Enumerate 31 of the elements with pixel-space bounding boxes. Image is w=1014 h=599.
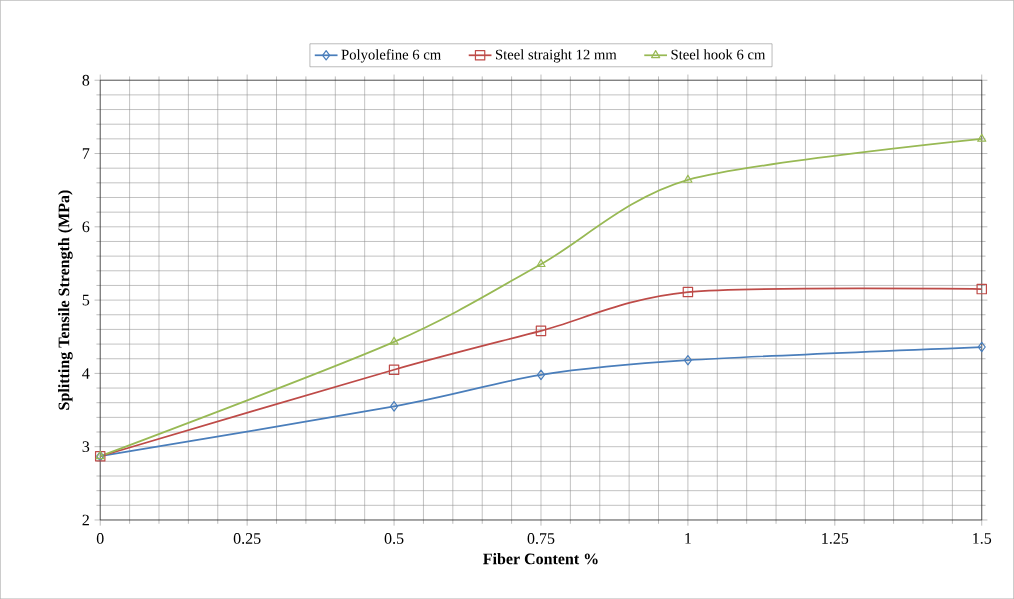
y-tick-label: 8 (82, 74, 90, 86)
y-tick-label: 5 (82, 294, 90, 306)
y-tick-label: 2 (82, 514, 89, 526)
x-tick-label: 1.5 (973, 532, 992, 544)
x-tick-label: 1.25 (822, 532, 849, 544)
x-tick-label: 0.75 (527, 532, 555, 544)
x-tick-label: 0.5 (384, 532, 404, 544)
point (535, 325, 547, 337)
y-tick-label: 6 (82, 221, 90, 233)
point (536, 369, 546, 381)
x-tick-label: 1 (685, 532, 691, 544)
point (389, 401, 399, 412)
y-axis-title: Splitting Tensile Strength (MPa) (58, 190, 73, 410)
point (977, 341, 986, 353)
point (977, 133, 987, 142)
x-tick-label: 0 (96, 532, 104, 544)
point (389, 336, 399, 345)
x-tick-label: 0.25 (233, 532, 261, 544)
legend-label: Polyolefine 6 cm (341, 49, 441, 63)
legend-label: Steel hook 6 cm (671, 49, 766, 60)
x-axis-title: Fiber Content % (483, 552, 598, 565)
point (683, 174, 693, 183)
y-tick-label: 3 (82, 441, 90, 452)
point (536, 258, 546, 268)
point (682, 286, 694, 298)
point (388, 364, 400, 375)
y-tick-label: 4 (82, 368, 90, 379)
legend-label: Steel straight 12 mm (495, 49, 617, 63)
point (683, 354, 692, 366)
point (976, 283, 988, 295)
y-tick-label: 7 (82, 148, 90, 159)
